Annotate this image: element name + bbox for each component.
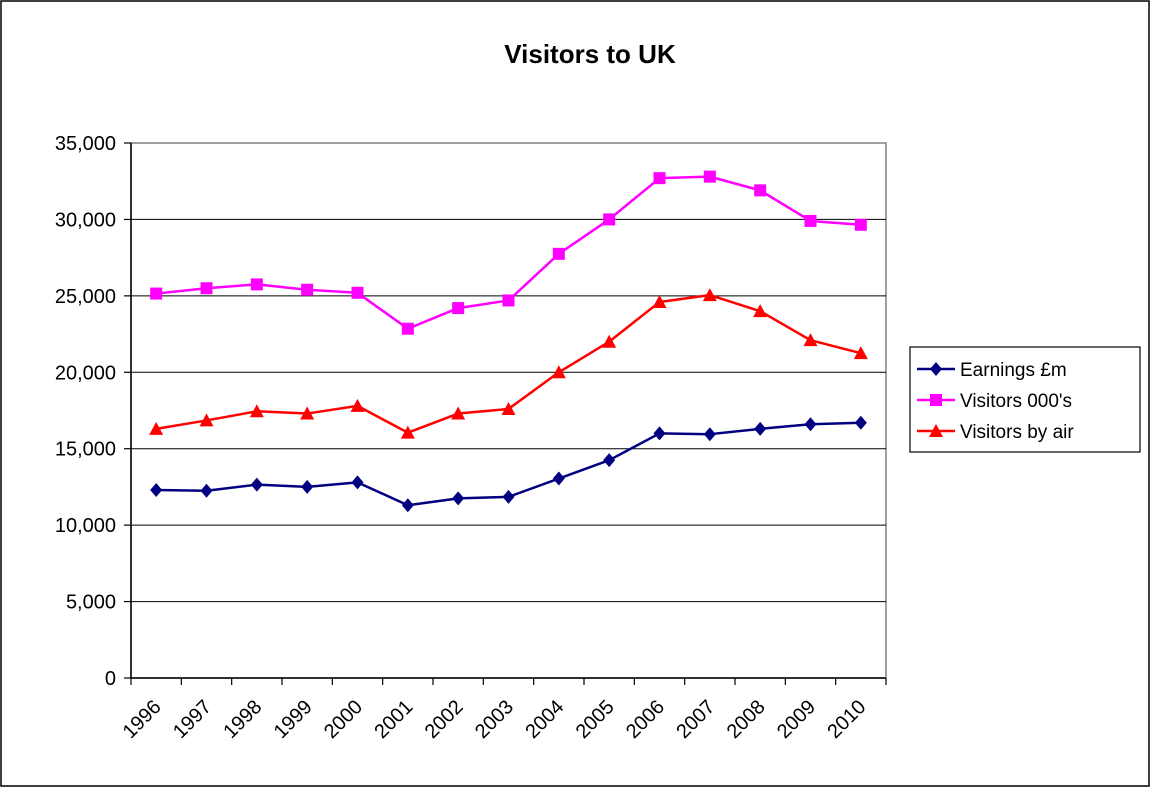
data-point: [401, 498, 414, 513]
data-point: [753, 304, 768, 318]
y-tick-label: 5,000: [66, 592, 116, 614]
data-point: [249, 404, 264, 418]
y-tick-label: 30,000: [55, 209, 116, 231]
data-point: [552, 471, 565, 486]
data-point: [452, 491, 465, 506]
data-point: [350, 398, 365, 412]
data-point: [702, 288, 717, 302]
data-point: [451, 406, 466, 420]
y-tick-label: 25,000: [55, 286, 116, 308]
data-point: [301, 479, 314, 494]
data-point: [602, 334, 617, 348]
data-point: [150, 287, 163, 300]
data-point: [200, 282, 213, 295]
data-point: [552, 247, 565, 260]
data-point: [301, 283, 314, 296]
data-point: [853, 346, 868, 360]
data-point: [199, 413, 214, 427]
data-point: [501, 401, 516, 415]
legend-marker: [929, 424, 943, 437]
data-point: [401, 322, 414, 335]
data-point: [652, 294, 667, 308]
data-point: [502, 489, 515, 504]
data-point: [703, 170, 716, 183]
legend-label: Visitors 000's: [960, 391, 1072, 412]
data-point: [351, 286, 364, 299]
data-point: [250, 278, 263, 291]
data-point: [351, 475, 364, 490]
data-point: [150, 482, 163, 497]
data-point: [653, 172, 666, 185]
data-point: [653, 426, 666, 441]
data-point: [300, 406, 315, 420]
data-point: [804, 214, 817, 227]
data-point: [703, 427, 716, 442]
legend-label: Earnings £m: [960, 360, 1067, 381]
legend-marker: [930, 394, 942, 406]
data-point: [854, 415, 867, 430]
data-point: [804, 417, 817, 432]
y-tick-label: 10,000: [55, 515, 116, 537]
data-point: [854, 218, 867, 231]
legend-label: Visitors by air: [960, 422, 1074, 443]
data-point: [250, 477, 263, 492]
y-tick-label: 15,000: [55, 439, 116, 461]
y-tick-label: 20,000: [55, 362, 116, 384]
series-2: [149, 288, 868, 439]
chart-title: Visitors to UK: [504, 39, 676, 69]
data-point: [149, 421, 164, 435]
legend-marker: [930, 362, 942, 376]
data-point: [502, 294, 515, 307]
data-point: [200, 483, 213, 498]
series-lines: [149, 170, 868, 513]
data-point: [400, 425, 415, 439]
data-point: [754, 184, 767, 197]
legend: Earnings £m Visitors 000's Visitors by air: [909, 346, 1141, 453]
y-tick-label: 0: [105, 668, 116, 690]
data-point: [603, 213, 616, 226]
data-point: [603, 453, 616, 468]
data-point: [452, 302, 465, 315]
data-point: [754, 421, 767, 436]
y-tick-label: 35,000: [55, 133, 116, 155]
series-0: [150, 415, 867, 513]
data-point: [551, 365, 566, 379]
series-1: [150, 170, 867, 335]
data-point: [803, 333, 818, 347]
